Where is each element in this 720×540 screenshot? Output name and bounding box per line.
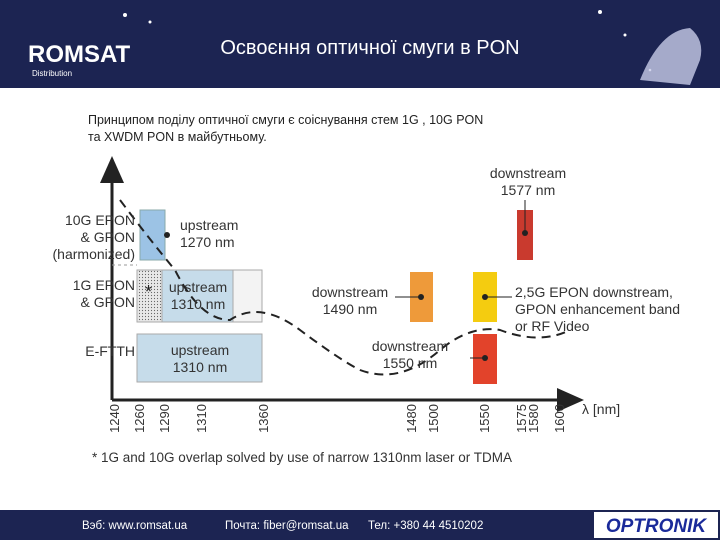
row-label: (harmonized) [53, 246, 135, 262]
intro-line: Принципом поділу оптичної смуги є соісну… [88, 113, 483, 127]
logo: ROMSAT [28, 41, 131, 68]
leaders [395, 200, 526, 359]
stars [38, 10, 652, 72]
band-box [136, 269, 163, 323]
x-tick-label: 1360 [256, 404, 271, 433]
band-label: 1310 nm [173, 359, 227, 375]
x-tick-label: 1290 [157, 404, 172, 433]
band-label: 1310 nm [171, 296, 225, 312]
footer-email: Почта: fiber@romsat.ua [225, 520, 349, 532]
band-label: or RF Video [515, 318, 590, 334]
band-box [161, 269, 234, 323]
footer-phone: Тел: +380 44 4510202 [368, 520, 483, 532]
x-tick-label: 1310 [194, 404, 209, 433]
band-label: downstream [312, 284, 388, 300]
reader-figure [640, 28, 702, 85]
x-tick-label: 1580 [526, 404, 541, 433]
x-tick-label: 1575 [514, 404, 529, 433]
x-tick-label: 1240 [107, 404, 122, 433]
x-tick-label: 1500 [426, 404, 441, 433]
row-label: 10G EPON [65, 212, 135, 228]
axis-label: λ [nm] [582, 401, 620, 417]
brand: OPTRONIK [606, 516, 708, 537]
footer-web: Вэб: www.romsat.ua [82, 520, 188, 532]
band-label: 1577 nm [501, 182, 555, 198]
brand-box [594, 512, 718, 538]
title: Освоєння оптичної смуги в PON [220, 37, 519, 59]
x-tick-label: 1260 [132, 404, 147, 433]
logo-sub: Distribution [32, 69, 72, 78]
band-label: 2,5G EPON downstream, [515, 284, 673, 300]
x-tick-label: 1600 [552, 404, 567, 433]
x-tick-label: 1550 [477, 404, 492, 433]
band-label: upstream [180, 217, 238, 233]
row-label: E-FTTH [85, 343, 135, 359]
asterisk: * [145, 282, 152, 302]
row-label: & GPON [81, 229, 135, 245]
band-label: 1550 nm [383, 355, 437, 371]
band-label: 1490 nm [323, 301, 377, 317]
band-label: downstream [490, 165, 566, 181]
band-label: 1270 nm [180, 234, 234, 250]
band-label: downstream [372, 338, 448, 354]
footnote: * 1G and 10G overlap solved by use of na… [92, 450, 512, 465]
band-label: upstream [169, 279, 227, 295]
band-label: GPON enhancement band [515, 301, 680, 317]
band-box [136, 333, 263, 383]
header-bar [0, 0, 720, 88]
intro-line: та XWDM PON в майбутньому. [88, 130, 267, 144]
row-label: 1G EPON [73, 277, 135, 293]
band-label: upstream [171, 342, 229, 358]
attenuation-curve [119, 199, 571, 376]
x-tick-label: 1480 [404, 404, 419, 433]
row-label: & GPON [81, 294, 135, 310]
